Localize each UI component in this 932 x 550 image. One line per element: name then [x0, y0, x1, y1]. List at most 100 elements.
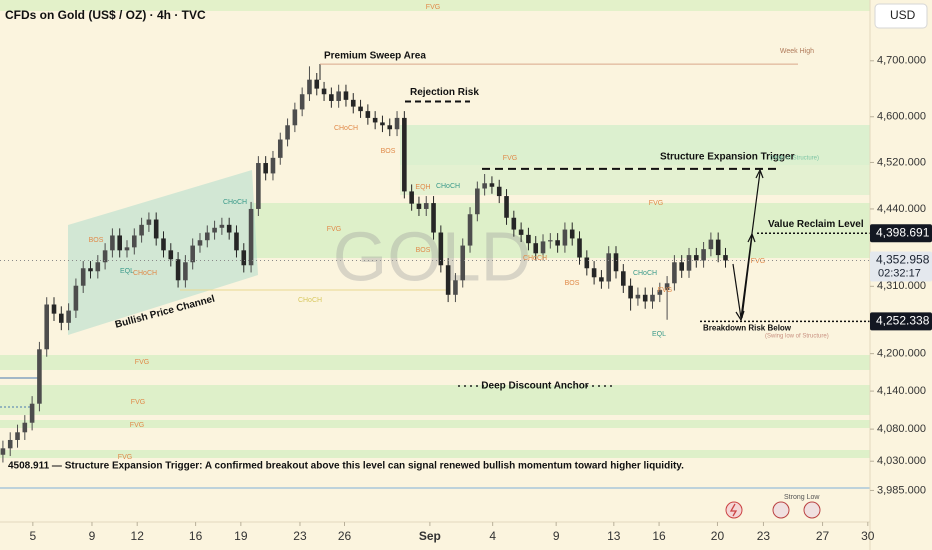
candle-body: [343, 91, 349, 100]
annotation: Premium Sweep Area: [324, 51, 426, 62]
x-tick-label: 23: [293, 529, 307, 543]
candle-body: [263, 163, 268, 174]
candle-body: [635, 294, 641, 299]
event-icon[interactable]: [772, 501, 790, 519]
candle-body: [241, 250, 247, 266]
marker-label: EQL: [652, 331, 666, 338]
candle-body: [650, 294, 655, 302]
candle-body: [88, 268, 93, 272]
candle-body: [409, 191, 414, 204]
candle-body: [124, 247, 130, 251]
marker-label: EQL: [120, 268, 134, 275]
candle-body: [460, 245, 466, 281]
x-tick-label: 26: [338, 529, 352, 543]
zone: [0, 385, 870, 415]
candle-body: [555, 240, 560, 246]
candle-body: [606, 253, 612, 282]
marker-label: CHoCH: [223, 199, 247, 206]
marker-label: FVG: [426, 4, 440, 11]
candle-body: [15, 432, 20, 440]
zone: [0, 450, 870, 458]
candle-body: [569, 229, 575, 239]
candle-body: [642, 294, 648, 302]
price-tag: [870, 312, 932, 331]
candle-body: [161, 238, 166, 251]
candle-body: [526, 234, 531, 244]
annotation: 4508.911 — Structure Expansion Trigger: …: [8, 461, 684, 472]
candle-body: [321, 88, 327, 95]
annotation: Deep Discount Anchor: [481, 381, 589, 392]
candle-body: [533, 243, 539, 254]
candle-body: [686, 255, 692, 271]
candle-body: [190, 245, 195, 263]
candle-body: [168, 250, 174, 260]
candle-body: [482, 183, 487, 189]
candle-body: [628, 285, 633, 299]
candle-body: [679, 262, 684, 271]
zone: [250, 203, 870, 258]
candle-body: [175, 259, 181, 281]
zone: [400, 125, 870, 165]
candle-body: [197, 240, 203, 246]
countdown: 02:32:17: [878, 267, 921, 279]
candle-body: [467, 214, 473, 246]
candle-body: [110, 235, 115, 251]
candle-body: [292, 109, 298, 126]
marker-label: CHoCH: [298, 297, 322, 304]
candle-body: [51, 304, 57, 314]
candle-body: [394, 117, 400, 130]
candle-body: [277, 139, 283, 158]
x-tick-label: 30: [861, 529, 875, 543]
y-tick-label: 4,310.000: [877, 280, 926, 292]
arrow: [741, 235, 753, 319]
marker-label: FVG: [118, 454, 132, 461]
candle-body: [664, 283, 670, 290]
candle-body: [219, 224, 225, 228]
event-icon[interactable]: [725, 501, 743, 519]
candle-body: [248, 208, 254, 266]
candle-body: [95, 262, 101, 272]
candle-body: [139, 224, 144, 236]
event-icon[interactable]: [803, 501, 821, 519]
candle-body: [44, 304, 50, 350]
candle-body: [613, 253, 619, 272]
marker-label: CHoCH: [523, 255, 547, 262]
candle-body: [387, 125, 393, 130]
candle-body: [372, 117, 378, 123]
price-tag: [870, 224, 932, 243]
annotation: (Swing low of Structure): [765, 334, 829, 340]
marker-label: CHoCH: [436, 183, 460, 190]
candle-body: [453, 280, 458, 295]
candle-body: [438, 232, 444, 266]
currency-button[interactable]: [874, 3, 928, 29]
marker-label: BOS: [416, 247, 431, 254]
arrowhead: [755, 168, 764, 179]
candle-body: [431, 203, 436, 233]
x-tick-label: 20: [711, 529, 725, 543]
x-tick-label: 27: [816, 529, 830, 543]
candle-body: [204, 232, 210, 241]
candle-body: [314, 79, 320, 89]
candle-body: [131, 235, 137, 248]
y-tick-label: 4,600.000: [877, 111, 926, 123]
candle-body: [212, 227, 217, 233]
y-tick-label: 3,985.000: [877, 484, 926, 496]
candle-body: [29, 403, 35, 423]
annotation: Strong Low: [784, 494, 820, 501]
marker-label: FVG: [130, 422, 144, 429]
marker-label: CHoCH: [334, 125, 358, 132]
candle-body: [475, 188, 480, 215]
zone: [0, 420, 870, 428]
marker-label: FVG: [751, 258, 765, 265]
candle-body: [621, 271, 626, 286]
marker-label: FVG: [135, 359, 149, 366]
x-tick-label: 16: [652, 529, 666, 543]
candle-body: [577, 238, 582, 258]
candle-body: [701, 249, 706, 261]
candle-body: [672, 262, 677, 284]
candle-body: [365, 111, 371, 118]
marker-label: BOS: [89, 237, 104, 244]
